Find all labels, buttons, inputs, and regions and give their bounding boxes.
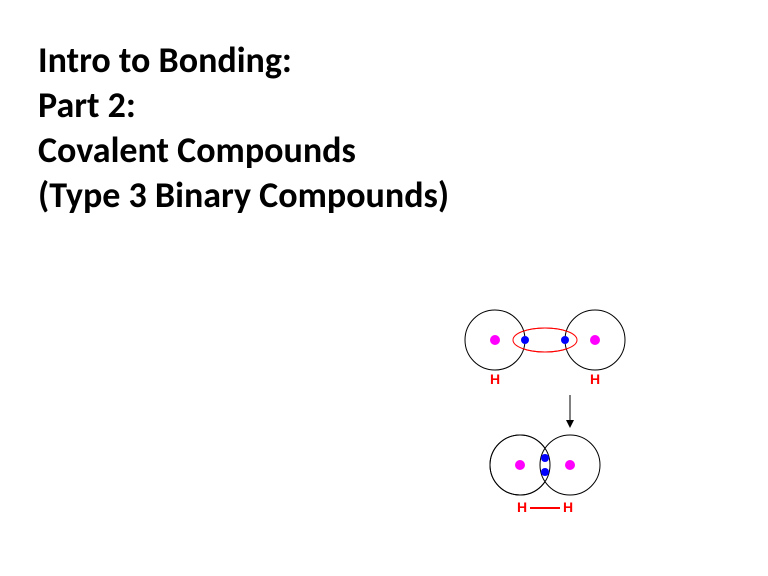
electron-1-bottom: [541, 454, 549, 462]
electron-2-top: [561, 336, 569, 344]
nucleus-left-bottom: [515, 460, 525, 470]
h-label-left-top: H: [490, 371, 500, 387]
arrow-head: [566, 420, 574, 428]
slide-title: Intro to Bonding: Part 2: Covalent Compo…: [38, 38, 449, 218]
h-label-left-bottom: H: [517, 499, 527, 515]
nucleus-right-top: [590, 335, 600, 345]
title-line-3: Covalent Compounds: [38, 128, 449, 173]
title-line-1: Intro to Bonding:: [38, 38, 449, 83]
electron-1-top: [521, 336, 529, 344]
h-label-right-bottom: H: [563, 499, 573, 515]
electron-2-bottom: [541, 468, 549, 476]
nucleus-right-bottom: [565, 460, 575, 470]
bonding-diagram: H H H H: [440, 300, 680, 540]
nucleus-left-top: [490, 335, 500, 345]
title-line-4: (Type 3 Binary Compounds): [38, 173, 449, 218]
h-label-right-top: H: [590, 371, 600, 387]
title-line-2: Part 2:: [38, 83, 449, 128]
